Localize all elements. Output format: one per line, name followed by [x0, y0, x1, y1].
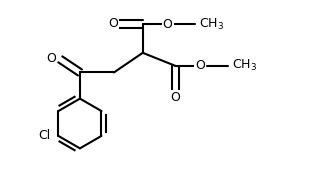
Text: O: O — [195, 59, 205, 72]
Text: CH$_3$: CH$_3$ — [232, 58, 257, 74]
Text: CH$_3$: CH$_3$ — [199, 17, 224, 31]
Text: O: O — [108, 17, 118, 30]
Text: Cl: Cl — [38, 129, 50, 142]
Text: O: O — [171, 91, 181, 104]
Text: O: O — [163, 17, 173, 31]
Text: O: O — [47, 51, 56, 65]
